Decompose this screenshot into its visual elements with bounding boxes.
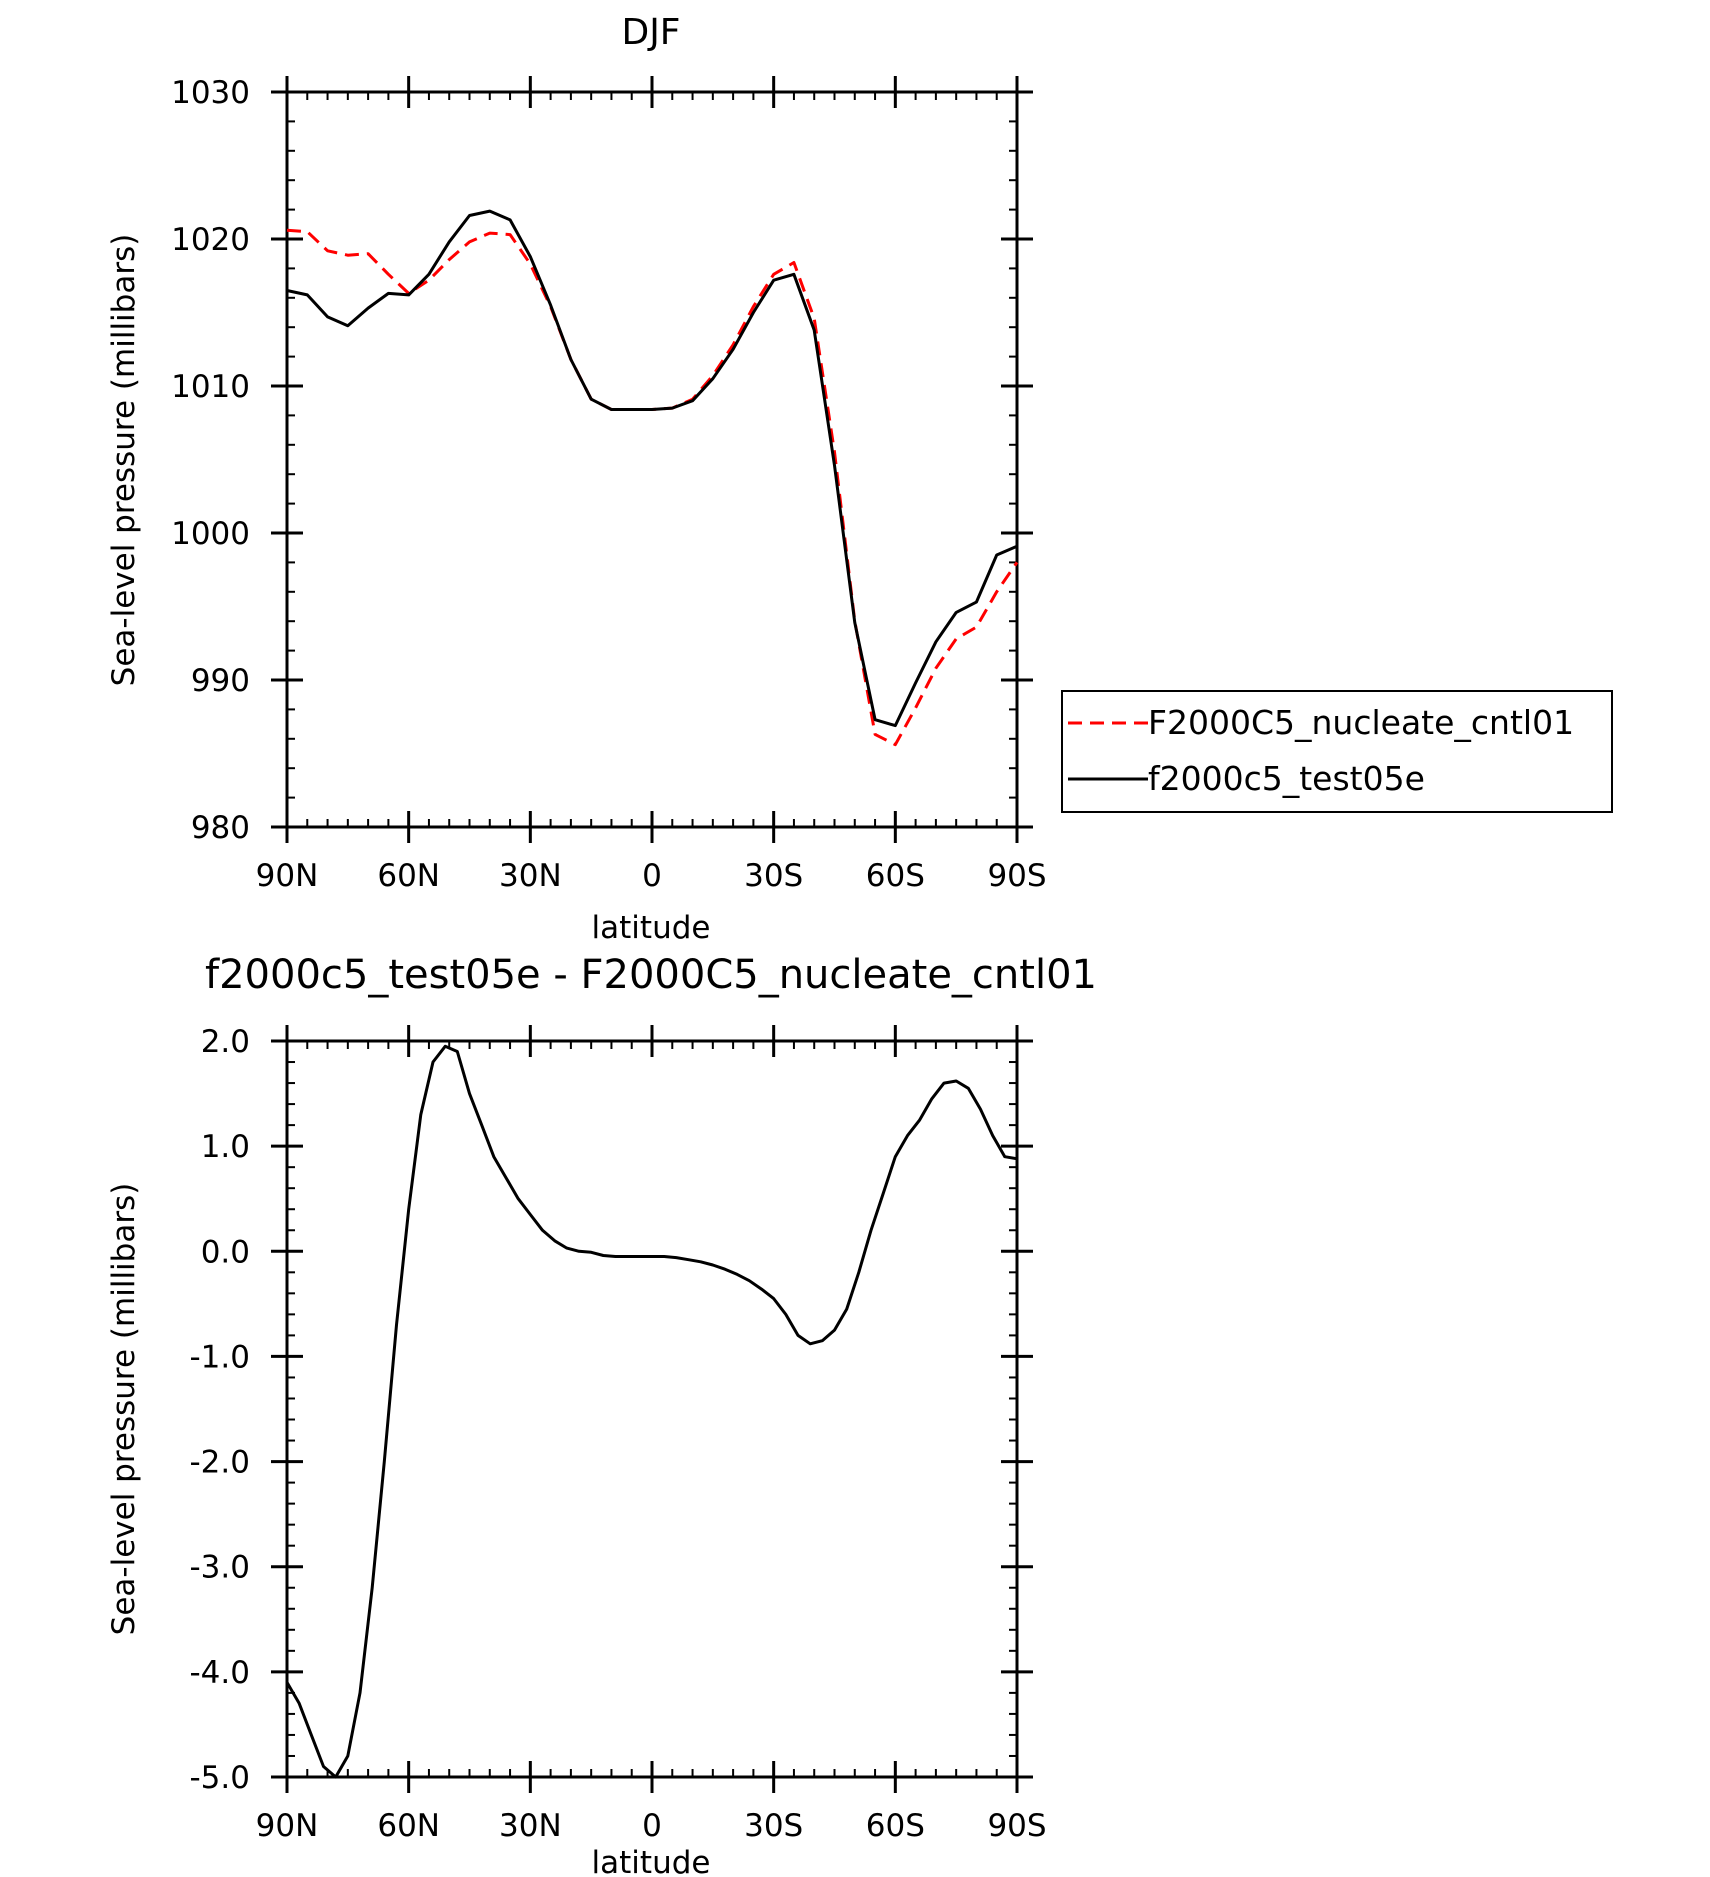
x-tick-label-60n: 60N: [377, 1808, 440, 1844]
x-axis-label: latitude: [592, 910, 711, 946]
x-tick-label-90s: 90S: [987, 858, 1046, 894]
x-tick-label-0: 0: [642, 1808, 662, 1844]
y-tick-label-2-0: -2.0: [190, 1445, 251, 1481]
plot-frame: [285, 90, 1019, 829]
y-tick-label-5-0: -5.0: [190, 1760, 251, 1796]
series-line-difference: [285, 1044, 1018, 1779]
x-tick-label-90n: 90N: [256, 1808, 319, 1844]
x-tick-label-30s: 30S: [744, 858, 803, 894]
legend-box: [1061, 690, 1613, 813]
x-axis-label: latitude: [592, 1845, 711, 1877]
y-tick-labels: 2.0 1.0 0.0 -1.0 -2.0 -3.0 -4.0 -5.0: [190, 1024, 251, 1796]
y-axis-label: Sea-level pressure (millibars): [106, 234, 142, 687]
series-lines: [286, 209, 1019, 747]
x-tick-label-60n: 60N: [377, 858, 440, 894]
axis-ticks: [271, 76, 1033, 843]
legend-label-cntl01: F2000C5_nucleate_cntl01: [1148, 703, 1574, 742]
x-tick-label-90n: 90N: [256, 858, 319, 894]
chart-djf-panel: DJF 90N 60N 30N 0 30S 60S 90S 980 990 1000 1010 10…: [106, 12, 1613, 946]
y-axis-label: Sea-level pressure (millibars): [106, 1183, 142, 1636]
y-tick-label-2-0: 2.0: [201, 1024, 250, 1060]
x-tick-labels: 90N 60N 30N 0 30S 60S 90S: [256, 1808, 1047, 1844]
x-tick-label-30n: 30N: [499, 858, 562, 894]
x-tick-label-60s: 60S: [866, 858, 925, 894]
x-tick-label-90s: 90S: [987, 1808, 1046, 1844]
y-tick-label-1010: 1010: [171, 369, 250, 405]
axis-ticks: [271, 1025, 1033, 1793]
legend: F2000C5_nucleate_cntl01 f2000c5_test05e: [1061, 690, 1613, 813]
plot-frame: [285, 1039, 1019, 1779]
y-tick-label-3-0: -3.0: [190, 1550, 251, 1586]
x-tick-label-60s: 60S: [866, 1808, 925, 1844]
x-tick-labels: 90N 60N 30N 0 30S 60S 90S: [256, 858, 1047, 894]
y-tick-label-1020: 1020: [171, 222, 250, 258]
y-tick-label-0-0: 0.0: [201, 1234, 250, 1270]
x-tick-label-30n: 30N: [499, 1808, 562, 1844]
series-line-f2000c5-test05e: [286, 209, 1018, 728]
y-tick-label-1-0: -1.0: [190, 1339, 251, 1375]
y-tick-label-1-0: 1.0: [201, 1129, 250, 1165]
x-tick-label-0: 0: [642, 858, 662, 894]
y-tick-label-980: 980: [191, 810, 250, 846]
x-tick-label-30s: 30S: [744, 1808, 803, 1844]
y-tick-label-990: 990: [191, 663, 250, 699]
y-tick-label-1000: 1000: [171, 516, 250, 552]
chart-title: DJF: [621, 12, 680, 53]
series-line-f2000c5-nucleate-cntl01: [286, 228, 1019, 747]
series-lines: [285, 1044, 1018, 1779]
legend-label-test05e: f2000c5_test05e: [1148, 759, 1425, 798]
y-tick-label-1030: 1030: [171, 75, 250, 111]
chart-title: f2000c5_test05e - F2000C5_nucleate_cntl0…: [205, 952, 1097, 998]
chart-difference-panel: f2000c5_test05e - F2000C5_nucleate_cntl0…: [106, 952, 1097, 1877]
y-tick-labels: 980 990 1000 1010 1020 1030: [171, 75, 250, 846]
y-tick-label-4-0: -4.0: [190, 1655, 251, 1691]
